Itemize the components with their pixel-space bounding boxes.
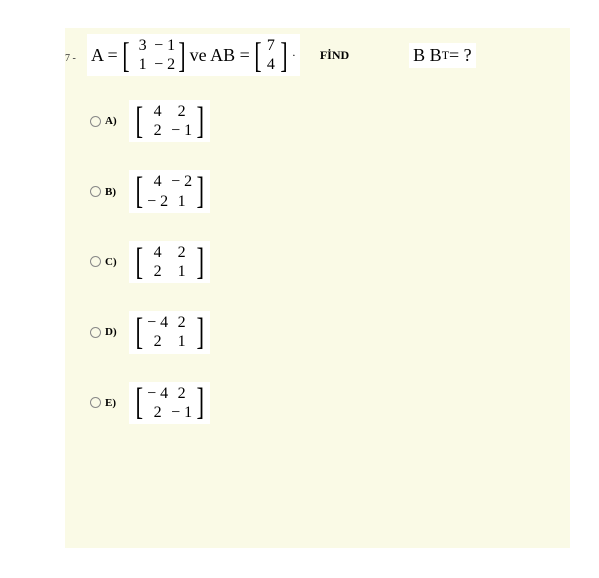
left-bracket-icon: [ bbox=[136, 317, 144, 347]
right-bracket-icon: ] bbox=[196, 247, 204, 277]
cell: − 2 bbox=[170, 172, 194, 191]
cell: 2 bbox=[170, 243, 194, 262]
option-matrix: [ − 4 2 2 1 ] bbox=[129, 311, 210, 353]
right-bracket-icon: ] bbox=[196, 106, 204, 136]
option-label: E) bbox=[105, 397, 119, 409]
cell: − 1 bbox=[170, 121, 194, 140]
cell: 2 bbox=[146, 403, 170, 422]
left-bracket-icon: [ bbox=[136, 247, 144, 277]
option-matrix: [ − 4 2 2 − 1 ] bbox=[129, 382, 210, 424]
A-cell: 3 bbox=[132, 36, 154, 55]
cell: 2 bbox=[170, 102, 194, 121]
radio-icon[interactable] bbox=[90, 397, 101, 408]
option-matrix: [ 4 2 2 − 1 ] bbox=[129, 100, 210, 142]
cell: 2 bbox=[146, 262, 170, 281]
cell: − 1 bbox=[170, 403, 194, 422]
cell: 1 bbox=[170, 192, 194, 211]
A-cell: − 2 bbox=[154, 55, 176, 74]
A-cell: 1 bbox=[132, 55, 154, 74]
option-a[interactable]: A) [ 4 2 2 − 1 ] bbox=[90, 100, 212, 142]
cell: 4 bbox=[146, 243, 170, 262]
option-c[interactable]: C) [ 4 2 2 1 ] bbox=[90, 241, 212, 283]
cell: 4 bbox=[146, 172, 170, 191]
cell: 1 bbox=[170, 332, 194, 351]
option-matrix: [ 4 − 2 − 2 1 ] bbox=[129, 170, 210, 212]
cell: 2 bbox=[146, 332, 170, 351]
cell: 2 bbox=[170, 384, 194, 403]
A-cell: − 1 bbox=[154, 36, 176, 55]
cell: − 4 bbox=[146, 384, 170, 403]
left-bracket-icon: [ bbox=[136, 106, 144, 136]
right-bracket-icon: ] bbox=[196, 387, 204, 417]
right-bracket-icon: ] bbox=[196, 176, 204, 206]
right-bracket-icon: ] bbox=[178, 41, 185, 70]
cell: 1 bbox=[170, 262, 194, 281]
option-b[interactable]: B) [ 4 − 2 − 2 1 ] bbox=[90, 170, 212, 212]
AB-matrix: [ 7 4 ] bbox=[252, 36, 290, 74]
right-bracket-icon: ] bbox=[196, 317, 204, 347]
bbt-tail: = ? bbox=[449, 45, 472, 66]
AB-cell: 7 bbox=[264, 36, 278, 55]
radio-icon[interactable] bbox=[90, 256, 101, 267]
bbt-text: B B bbox=[413, 45, 442, 66]
left-bracket-icon: [ bbox=[254, 41, 261, 70]
option-d[interactable]: D) [ − 4 2 2 1 ] bbox=[90, 311, 212, 353]
options-list: A) [ 4 2 2 − 1 ] B) bbox=[90, 100, 212, 452]
left-bracket-icon: [ bbox=[136, 387, 144, 417]
AB-cell: 4 bbox=[264, 55, 278, 74]
A-label: A = bbox=[91, 45, 118, 66]
radio-icon[interactable] bbox=[90, 116, 101, 127]
left-bracket-icon: [ bbox=[122, 41, 129, 70]
cell: 4 bbox=[146, 102, 170, 121]
option-matrix: [ 4 2 2 1 ] bbox=[129, 241, 210, 283]
question-number: 7 - bbox=[65, 47, 87, 64]
option-label: C) bbox=[105, 256, 119, 268]
option-label: B) bbox=[105, 186, 119, 198]
page: 7 - A = [ 3 − 1 1 − 2 ] ve AB = bbox=[0, 0, 599, 578]
question-expression-box: A = [ 3 − 1 1 − 2 ] ve AB = [ bbox=[87, 34, 300, 76]
radio-icon[interactable] bbox=[90, 186, 101, 197]
cell: 2 bbox=[146, 121, 170, 140]
option-e[interactable]: E) [ − 4 2 2 − 1 ] bbox=[90, 382, 212, 424]
trailing-dot: · bbox=[292, 48, 296, 63]
bbt-expression: B BT = ? bbox=[409, 43, 476, 68]
question-row: 7 - A = [ 3 − 1 1 − 2 ] ve AB = bbox=[65, 30, 585, 80]
cell: 2 bbox=[170, 313, 194, 332]
option-label: D) bbox=[105, 326, 119, 338]
right-bracket-icon: ] bbox=[280, 41, 287, 70]
bbt-superscript: T bbox=[442, 48, 449, 63]
A-matrix: [ 3 − 1 1 − 2 ] bbox=[120, 36, 188, 74]
option-label: A) bbox=[105, 115, 119, 127]
mid-text: ve AB = bbox=[190, 45, 250, 66]
cell: − 2 bbox=[146, 192, 170, 211]
cell: − 4 bbox=[146, 313, 170, 332]
radio-icon[interactable] bbox=[90, 327, 101, 338]
left-bracket-icon: [ bbox=[136, 176, 144, 206]
find-label: FİND bbox=[320, 48, 349, 63]
